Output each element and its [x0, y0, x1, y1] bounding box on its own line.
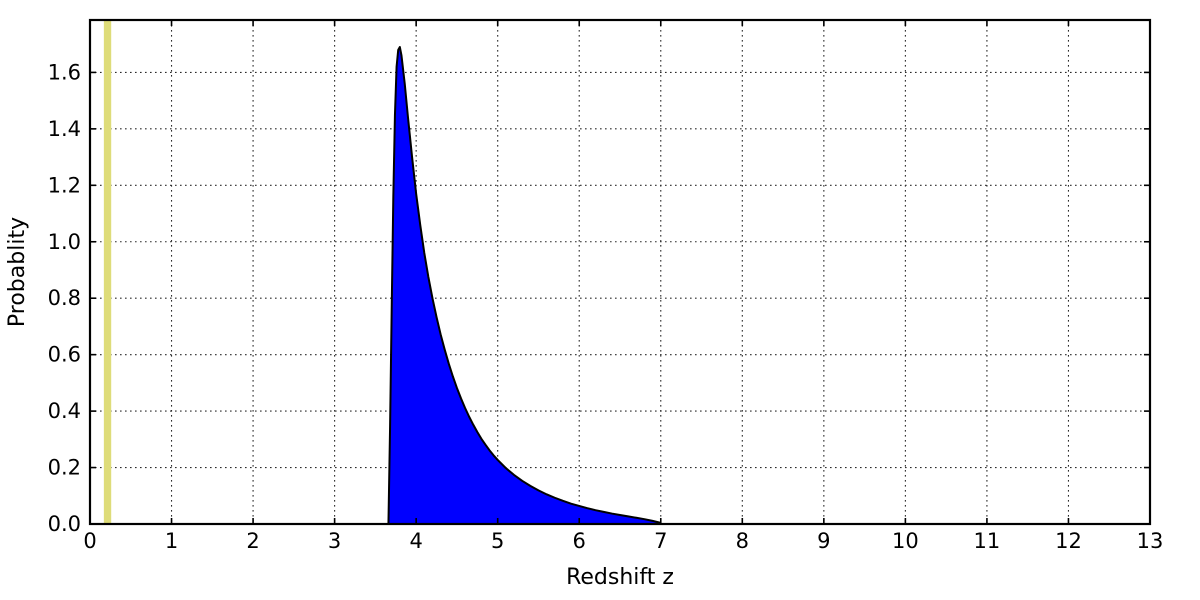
xtick-label-4: 4: [409, 529, 422, 553]
plot-area: 0 1 2 3 4 5 6 7 8 9 10 11 12 130.00.20.40.60.81.01.21…: [5, 18, 1164, 590]
distribution-curve: [387, 46, 662, 525]
ytick-label-5: 1.0: [48, 230, 81, 254]
x-axis-title: Redshift z: [566, 565, 674, 590]
xtick-label-13: 13: [1137, 529, 1164, 553]
xtick-label-12: 12: [1055, 529, 1082, 553]
xtick-label-2: 2: [246, 529, 259, 553]
ytick-label-0: 0.0: [48, 512, 81, 536]
axes-frame: [88, 18, 1152, 526]
axis-ticks: 0 1 2 3 4 5 6 7 8 9 10 11 12 130.00.20.40.60.81.01.21…: [48, 20, 1164, 553]
ytick-label-8: 1.6: [48, 60, 81, 84]
xtick-label-3: 3: [328, 529, 341, 553]
xtick-label-11: 11: [974, 529, 1001, 553]
y-axis-title: Probablity: [5, 217, 30, 327]
xtick-label-8: 8: [736, 529, 749, 553]
ytick-label-4: 0.8: [48, 286, 81, 310]
xtick-label-0: 0: [83, 529, 96, 553]
ytick-label-7: 1.4: [48, 117, 81, 141]
plot-background: [90, 20, 1150, 524]
distribution-fill: [388, 47, 661, 524]
xtick-label-7: 7: [654, 529, 667, 553]
highlight-band-vspan: [103, 21, 112, 524]
xtick-label-9: 9: [817, 529, 830, 553]
ytick-label-1: 0.2: [48, 456, 81, 480]
xtick-label-6: 6: [573, 529, 586, 553]
ytick-label-2: 0.4: [48, 399, 81, 423]
xtick-label-5: 5: [491, 529, 504, 553]
xtick-label-10: 10: [892, 529, 919, 553]
ytick-label-3: 0.6: [48, 343, 81, 367]
xtick-label-1: 1: [165, 529, 178, 553]
ytick-label-6: 1.2: [48, 173, 81, 197]
